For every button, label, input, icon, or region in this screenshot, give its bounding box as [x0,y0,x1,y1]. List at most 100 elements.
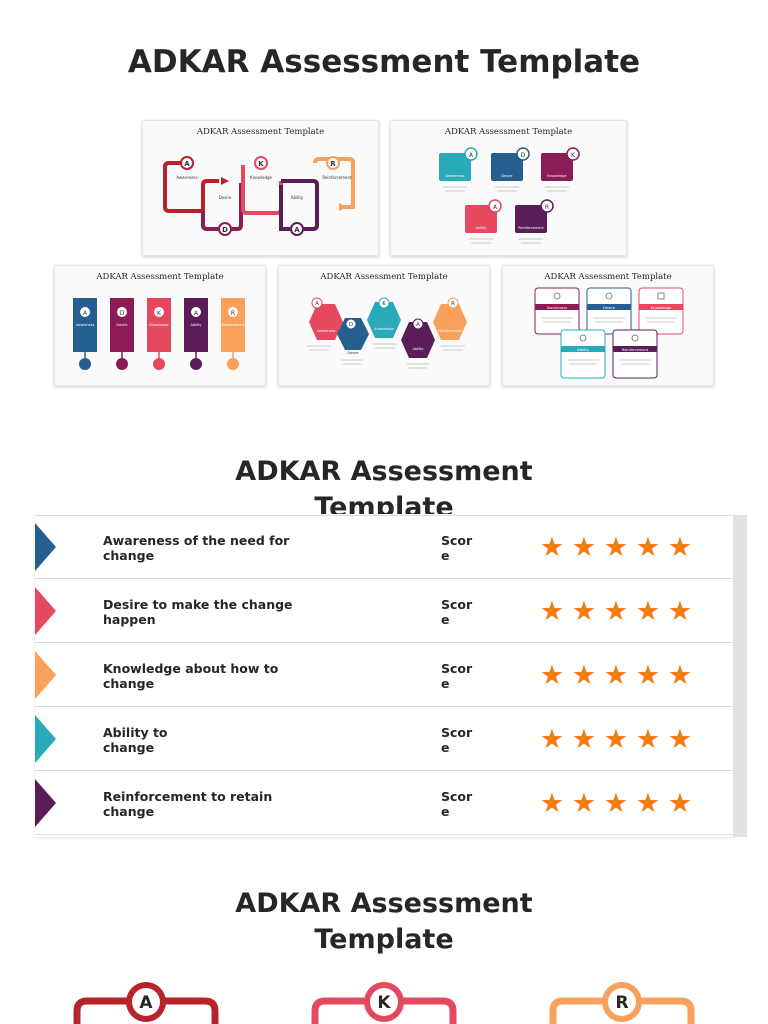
thumbnail-5-diagram: Awareness Desire Knowledge Ability Reinf… [534,287,684,379]
template-thumbnail-4[interactable]: ADKAR Assessment Template A D K A R Awar… [278,265,490,386]
star-icon[interactable]: ★ [635,660,661,691]
step-letter: K [382,301,386,307]
star-rating[interactable]: ★ ★ ★ ★ ★ [539,580,693,643]
step-letter: A [469,152,474,159]
template-thumbnail-2[interactable]: ADKAR Assessment Template A D K A R Awar… [390,120,627,256]
step-letter: R [451,301,455,307]
step-label: Reinforcement [518,226,544,230]
step-label: Reinforcement [221,323,245,327]
thumbnail-3-diagram: A D K A R Awareness Desire Knowledge Abi… [73,298,245,370]
section-title: ADKAR Assessment Template [235,456,533,514]
row-flag [35,651,56,699]
assessment-row-awareness: Awareness of the need for change Score ★… [35,516,733,579]
thumbnail-title: ADKAR Assessment Template [96,272,224,282]
thumbnail-title: ADKAR Assessment Template [444,127,573,137]
step-letter: D [120,310,125,317]
star-icon[interactable]: ★ [571,788,597,819]
step-letter: K [258,160,264,168]
step-label: Knowledge [374,327,393,331]
step-label: Knowledge [149,323,168,327]
card-label: Awareness [547,305,567,310]
template-thumbnail-3[interactable]: ADKAR Assessment Template A D K A R Awar… [54,265,266,386]
step-label: Desire [116,323,127,327]
bottom-card-knowledge: K [311,982,457,1024]
step-label: Knowledge [250,175,273,180]
thumbnail-1-diagram: A Awareness D Desire K Knowledge A Abili… [163,156,355,236]
star-icon[interactable]: ★ [603,724,629,755]
row-flag [35,715,56,763]
step-letter: K [571,152,576,159]
star-icon[interactable]: ★ [539,596,565,627]
card-label: Reinforcement [622,348,649,352]
star-icon[interactable]: ★ [635,724,661,755]
step-label: Desire [501,174,512,178]
thumb1-step-a2: A Ability [290,195,304,236]
thumb1-step-a: A Awareness [176,156,198,180]
score-label: Score [441,724,473,755]
star-icon[interactable]: ★ [667,788,693,819]
star-icon[interactable]: ★ [603,660,629,691]
template-thumbnail-5[interactable]: ADKAR Assessment Template Awareness Desi… [502,265,714,386]
step-label: Ability [476,226,487,230]
star-icon[interactable]: ★ [539,788,565,819]
assessment-row-reinforcement: Reinforcement to retain change Score ★ ★ ★… [35,772,733,835]
bottom-card-reinforcement: R [549,982,695,1024]
card-label: Knowledge [651,305,673,310]
thumbnail-4-diagram: A D K A R Awareness Desire Knowledge Abi… [307,297,467,369]
row-label: Desire to make the change happen [103,596,293,627]
step-label: Ability [413,347,424,351]
star-icon[interactable]: ★ [603,596,629,627]
assessment-row-knowledge: Knowledge about how to change Score ★ ★ ★ ★… [35,644,733,707]
star-icon[interactable]: ★ [539,724,565,755]
step-letter: A [194,310,199,317]
row-flag [35,523,56,571]
step-letter: A [83,310,88,317]
row-label: Ability to change [103,724,168,755]
step-letter: D [349,322,353,328]
star-rating[interactable]: ★ ★ ★ ★ ★ [539,516,693,579]
step-label: Awareness [176,175,197,180]
star-icon[interactable]: ★ [571,596,597,627]
card-letter: R [615,993,628,1013]
step-label: Knowledge [547,174,566,178]
row-flag [35,587,56,635]
step-label: Desire [347,351,358,355]
step-letter: A [184,160,190,168]
thumbnail-title: ADKAR Assessment Template [196,127,325,137]
star-icon[interactable]: ★ [571,532,597,563]
step-label: Awareness [317,329,336,333]
star-icon[interactable]: ★ [635,788,661,819]
thumb1-step-d: D Desire [218,195,232,236]
step-label: Desire [219,195,232,200]
step-letter: A [416,322,420,328]
star-icon[interactable]: ★ [539,532,565,563]
step-letter: R [330,160,336,168]
star-rating[interactable]: ★ ★ ★ ★ ★ [539,772,693,835]
star-icon[interactable]: ★ [571,724,597,755]
star-icon[interactable]: ★ [571,660,597,691]
row-label: Reinforcement to retain change [103,788,273,819]
star-icon[interactable]: ★ [667,724,693,755]
card-label: Desire [603,305,616,310]
row-label: Knowledge about how to change [103,660,279,691]
star-icon[interactable]: ★ [667,532,693,563]
star-icon[interactable]: ★ [635,532,661,563]
star-icon[interactable]: ★ [539,660,565,691]
star-icon[interactable]: ★ [667,660,693,691]
star-icon[interactable]: ★ [635,596,661,627]
star-rating[interactable]: ★ ★ ★ ★ ★ [539,708,693,771]
template-thumbnail-1[interactable]: ADKAR Assessment Template A Awareness D … [142,120,379,256]
star-icon[interactable]: ★ [667,596,693,627]
card-letter: A [139,993,153,1013]
star-icon[interactable]: ★ [603,532,629,563]
assessment-row-desire: Desire to make the change happen Score ★… [35,580,733,643]
step-label: Awareness [446,174,465,178]
page-title: ADKAR Assessment Template [127,44,641,80]
bottom-card-awareness: A [73,982,219,1024]
table-scrollbar[interactable] [733,515,747,837]
step-letter: R [231,310,235,317]
star-icon[interactable]: ★ [603,788,629,819]
thumb1-step-r: R Reinforcement [322,156,352,180]
thumb1-step-k: K Knowledge [250,156,273,180]
star-rating[interactable]: ★ ★ ★ ★ ★ [539,644,693,707]
